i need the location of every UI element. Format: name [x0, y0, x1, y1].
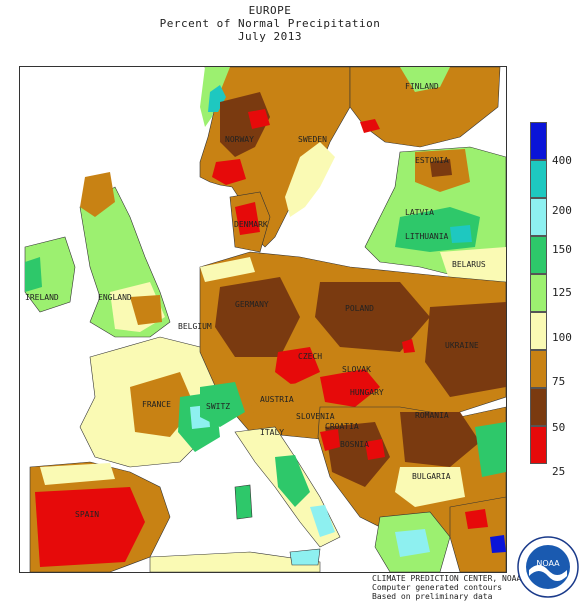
legend-swatch-very-dry	[530, 426, 547, 464]
country-label-norway: NORWAY	[225, 135, 254, 144]
finland-red	[360, 119, 380, 133]
spain-very-dry	[35, 487, 145, 567]
estonia-very-dry	[430, 159, 452, 177]
country-label-poland: POLAND	[345, 304, 374, 313]
legend-label-200: 200	[552, 204, 572, 217]
map-title-region: EUROPE	[248, 4, 292, 17]
credit-line-1: CLIMATE PREDICTION CENTER, NOAA	[372, 574, 522, 583]
legend-label-25: 25	[552, 465, 566, 478]
country-label-bulgaria: BULGARIA	[412, 472, 451, 481]
romania-dark	[400, 412, 480, 467]
country-label-latvia: LATVIA	[405, 208, 434, 217]
legend-swatch-below	[530, 350, 547, 388]
country-label-croatia: CROATIA	[325, 422, 359, 431]
turkey-extreme-wet	[490, 535, 506, 553]
lithuania-very-wet	[450, 225, 472, 243]
croatia-very-dry	[320, 429, 340, 451]
sweden-near-normal	[285, 142, 335, 217]
legend-label-400: 400	[552, 154, 572, 167]
austria-region	[250, 382, 320, 422]
bosnia-very-dry	[365, 439, 385, 460]
italy-very-wet	[310, 505, 335, 537]
country-label-austria: AUSTRIA	[260, 395, 294, 404]
country-label-spain: SPAIN	[75, 510, 99, 519]
ireland-west-wet	[25, 257, 42, 292]
germany-dark	[215, 277, 300, 357]
noaa-logo: NOAA	[517, 536, 579, 598]
country-label-finland: FINLAND	[405, 82, 439, 91]
turkey-very-dry	[465, 509, 488, 529]
legend-label-50: 50	[552, 421, 566, 434]
sardinia-island	[234, 484, 253, 520]
spain-near-normal-north	[40, 463, 115, 485]
country-label-sweden: SWEDEN	[298, 135, 327, 144]
map-title-period: July 2013	[237, 30, 303, 43]
precipitation-map: FINLAND NORWAY SWEDEN ESTONIA LATVIA LIT…	[19, 66, 507, 573]
legend-swatch-wet	[530, 198, 547, 236]
switzerland-alps-wet	[200, 382, 245, 427]
poland-dark	[315, 282, 430, 352]
czech-very-dry	[275, 347, 320, 385]
slovak-hungary-very-dry	[320, 369, 380, 407]
legend-label-125: 125	[552, 286, 572, 299]
turkey-region	[449, 496, 506, 572]
norway-dark-region	[220, 92, 270, 157]
norway-very-dry-south	[212, 159, 246, 185]
italy-wet-center	[275, 455, 310, 507]
map-title-block: EUROPE Percent of Normal Precipitation J…	[0, 4, 540, 43]
legend-swatch-normal	[530, 274, 547, 312]
country-label-estonia: ESTONIA	[415, 156, 449, 165]
country-label-slovenia: SLOVENIA	[296, 412, 335, 421]
country-label-czech: CZECH	[298, 352, 322, 361]
legend-swatch-dry	[530, 388, 547, 426]
map-title-subtitle: Percent of Normal Precipitation	[159, 17, 381, 30]
legend-swatch-near	[530, 312, 547, 350]
map-svg: FINLAND NORWAY SWEDEN ESTONIA LATVIA LIT…	[20, 67, 506, 572]
credit-line-2: Computer generated contours	[372, 583, 503, 592]
country-label-denmark: DENMARK	[234, 220, 268, 229]
finland-region	[349, 67, 501, 148]
country-label-germany: GERMANY	[235, 300, 269, 309]
legend-swatch-above	[530, 236, 547, 274]
country-label-england: ENGLAND	[98, 293, 132, 302]
finland-green	[400, 67, 450, 92]
greece-wet	[395, 529, 430, 557]
country-label-romania: ROMANIA	[415, 411, 449, 420]
black-sea-coast-wet	[475, 422, 506, 477]
credits-block: CLIMATE PREDICTION CENTER, NOAA Computer…	[372, 574, 521, 601]
north-africa-region	[149, 551, 321, 572]
england-dry	[130, 295, 162, 325]
denmark-very-dry	[235, 202, 260, 235]
country-label-italy: ITALY	[260, 428, 284, 437]
bulgaria-near-normal	[395, 467, 465, 507]
country-label-belgium: BELGIUM	[178, 322, 212, 331]
croatia-bosnia-dark	[325, 422, 390, 487]
scotland-dry	[80, 172, 115, 217]
country-label-lithuania: LITHUANIA	[405, 232, 449, 241]
legend-swatch-extreme	[530, 122, 547, 160]
norway-red-spot	[248, 109, 270, 129]
ukraine-red-spot	[402, 339, 415, 353]
sicily-island	[289, 548, 321, 566]
noaa-logo-wave	[529, 565, 567, 581]
country-label-bosnia: BOSNIA	[340, 440, 369, 449]
legend-label-75: 75	[552, 375, 566, 388]
country-label-france: FRANCE	[142, 400, 171, 409]
legend-label-150: 150	[552, 243, 572, 256]
noaa-logo-text: NOAA	[536, 559, 560, 568]
country-label-slovak: SLOVAK	[342, 365, 371, 374]
credit-line-3: Based on preliminary data	[372, 592, 493, 601]
belarus-near	[440, 247, 506, 282]
legend-label-100: 100	[552, 331, 572, 344]
country-label-ireland: IRELAND	[25, 293, 59, 302]
germany-near-normal-strip	[200, 257, 255, 282]
country-label-belarus: BELARUS	[452, 260, 486, 269]
country-label-ukraine: UKRAINE	[445, 341, 479, 350]
ukraine-dark	[425, 302, 506, 397]
country-label-hungary: HUNGARY	[350, 388, 384, 397]
legend-swatch-very-wet	[530, 160, 547, 198]
country-label-switz: SWITZ	[206, 402, 230, 411]
